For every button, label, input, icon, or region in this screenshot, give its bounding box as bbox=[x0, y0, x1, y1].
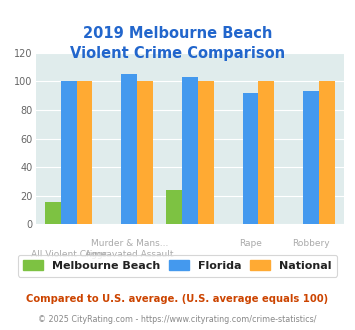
Text: All Violent Crime: All Violent Crime bbox=[31, 250, 107, 259]
Bar bbox=[303, 91, 319, 224]
Bar bbox=[198, 82, 214, 224]
Text: 2019 Melbourne Beach
Violent Crime Comparison: 2019 Melbourne Beach Violent Crime Compa… bbox=[70, 26, 285, 61]
Bar bbox=[121, 74, 137, 224]
Text: © 2025 CityRating.com - https://www.cityrating.com/crime-statistics/: © 2025 CityRating.com - https://www.city… bbox=[38, 315, 317, 324]
Bar bbox=[319, 82, 335, 224]
Bar bbox=[258, 82, 274, 224]
Text: Robbery: Robbery bbox=[292, 239, 330, 248]
Text: Compared to U.S. average. (U.S. average equals 100): Compared to U.S. average. (U.S. average … bbox=[26, 294, 329, 304]
Bar bbox=[242, 93, 258, 224]
Bar bbox=[182, 77, 198, 224]
Bar bbox=[61, 82, 77, 224]
Bar bbox=[166, 190, 182, 224]
Text: Aggravated Assault: Aggravated Assault bbox=[85, 250, 174, 259]
Bar bbox=[137, 82, 153, 224]
Text: Murder & Mans...: Murder & Mans... bbox=[91, 239, 168, 248]
Text: Rape: Rape bbox=[239, 239, 262, 248]
Legend: Melbourne Beach, Florida, National: Melbourne Beach, Florida, National bbox=[18, 255, 337, 277]
Bar bbox=[45, 202, 61, 224]
Bar bbox=[77, 82, 92, 224]
